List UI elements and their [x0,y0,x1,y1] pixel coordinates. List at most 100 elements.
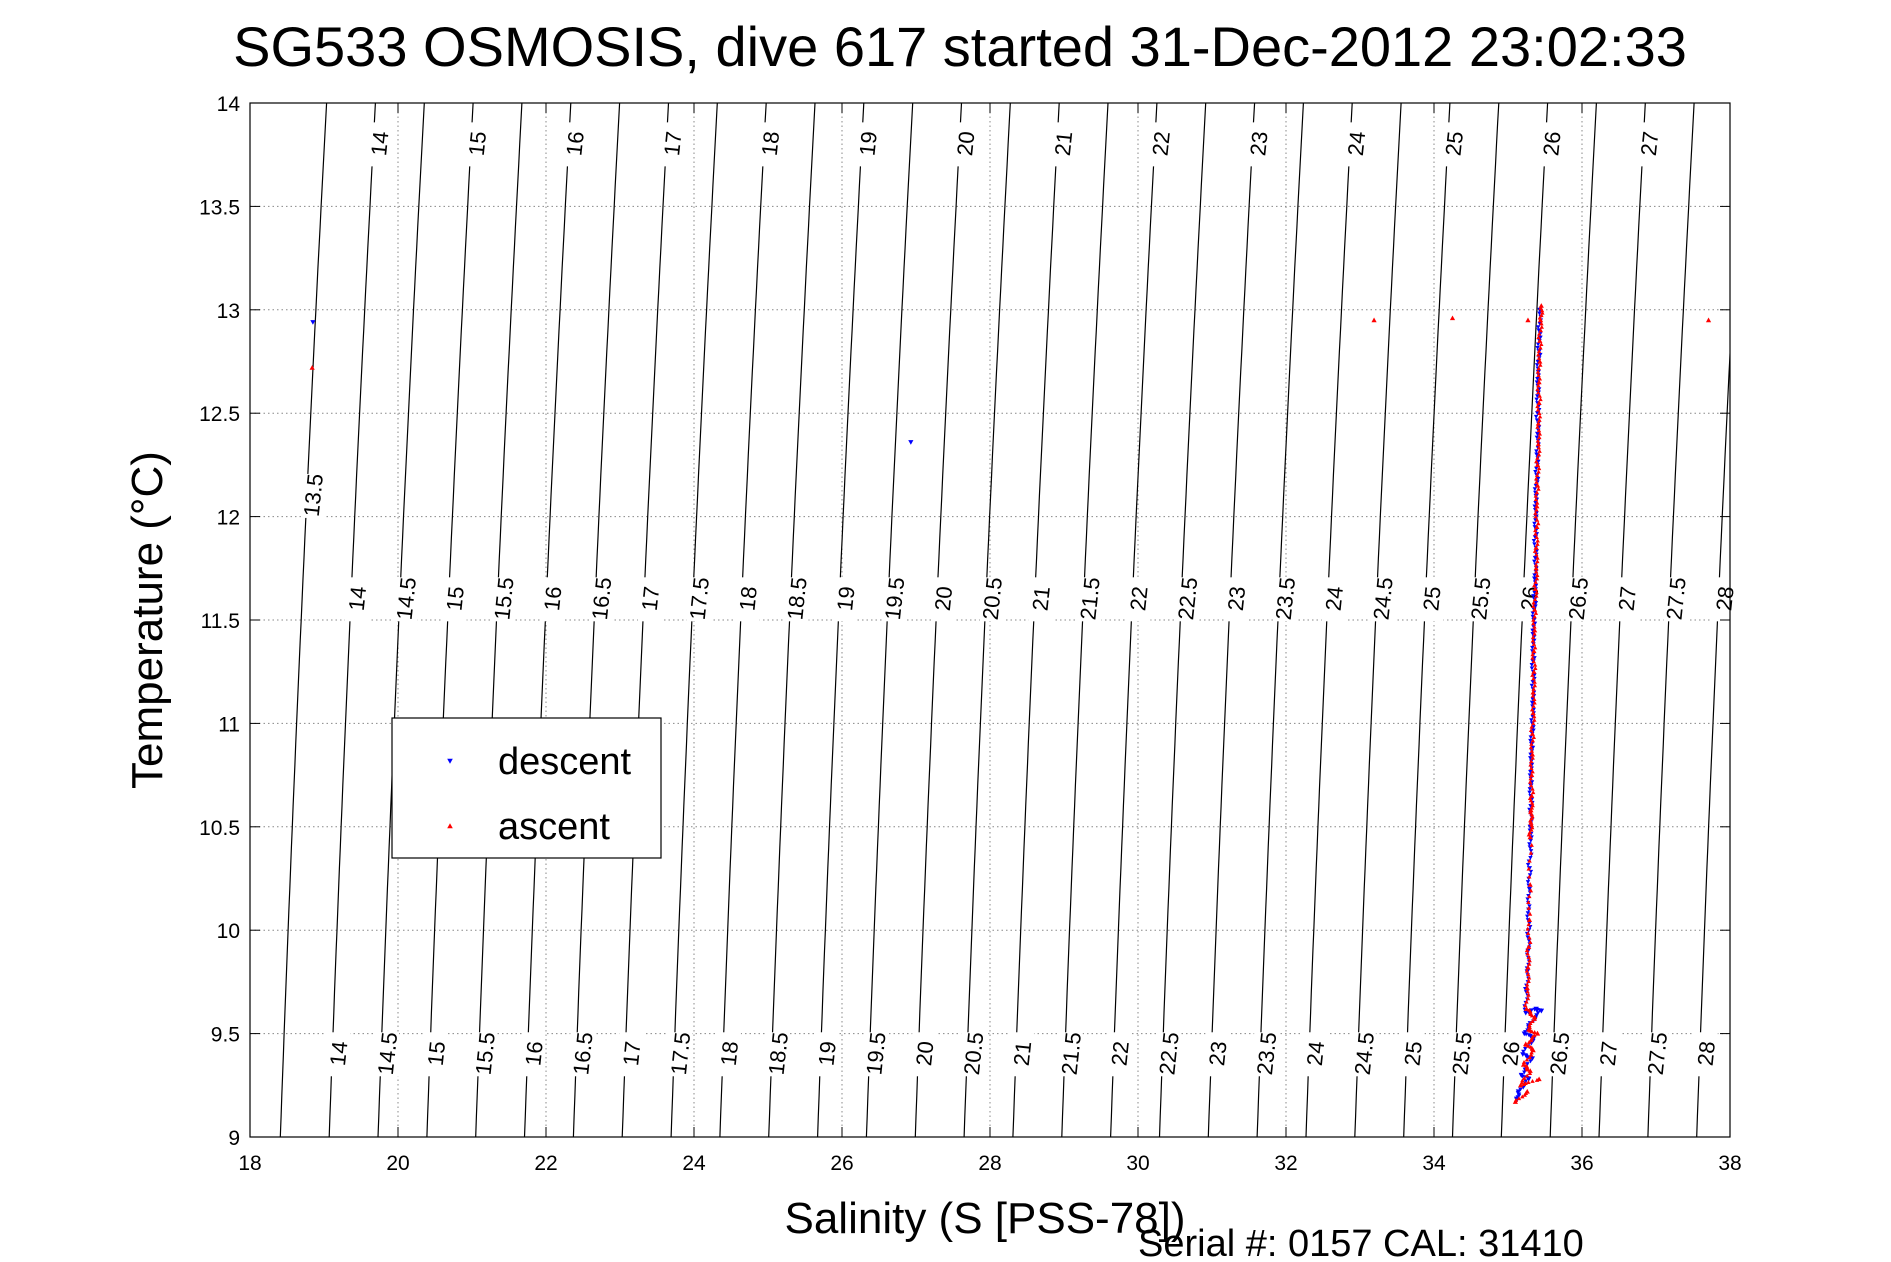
contour-label: 14 [366,130,393,157]
ascent-point [1516,1096,1522,1101]
contour-label-bg [1644,1032,1669,1077]
ascent-point [1536,466,1542,471]
ascent-point [1531,617,1536,622]
ascent-point [1533,528,1538,533]
ascent-point [1531,714,1537,719]
descent-point [1529,1008,1534,1013]
ascent-point [1537,315,1543,320]
ascent-point [1530,738,1536,743]
contour-label: 24 [1321,585,1348,612]
ascent-point [1536,469,1541,474]
contour-label: 18 [716,1040,743,1067]
y-tick-label: 9 [228,1127,240,1150]
contour-label-bg [1449,1032,1474,1077]
ascent-point [1536,352,1541,357]
descent-point [1528,735,1533,740]
contour-label-bg [472,1032,497,1077]
ascent-point [1536,521,1541,526]
descent-point [1535,394,1540,399]
contour-label-bg [814,1032,839,1077]
contour-label-bg [423,1032,448,1077]
ascent-point [1535,407,1541,412]
ascent-point [1536,383,1541,388]
ascent-point [1532,679,1537,684]
ascent-point [1533,579,1538,584]
ascent-point [1529,751,1536,757]
ascent-point [1536,355,1542,360]
ascent-point [1536,452,1542,457]
ascent-point [1535,541,1540,546]
ascent-point [1531,703,1536,708]
descent-point [1532,504,1537,509]
contour-label-bg [491,577,516,622]
contour-label-bg [326,1032,351,1077]
descent-point [1534,380,1540,385]
ascent-point [1529,1029,1535,1034]
descent-point [1527,842,1532,847]
descent-point [1521,1049,1526,1054]
contour-label-bg [619,1032,644,1077]
contour-label-bg [1246,122,1271,167]
contour-label: 14.5 [392,576,421,621]
ascent-point [1531,641,1537,646]
contour-label: 21 [1028,585,1055,612]
serial-cal-footer: Serial #: 0157 CAL: 31410 [1138,1223,1584,1262]
descent-point [1528,738,1533,743]
ascent-point [1533,514,1538,519]
ascent-point [1527,1055,1532,1060]
ascent-point [1536,348,1542,353]
ascent-point [1527,834,1533,840]
descent-point [1535,431,1541,437]
ascent-point [1529,731,1536,736]
contour-label: 25 [1418,585,1445,612]
ascent-point [1531,734,1537,739]
ascent-point [1527,958,1532,963]
ascent-point [1537,317,1544,323]
ascent-point [1535,559,1540,564]
contour-label: 17.5 [685,576,714,621]
ascent-point [1537,358,1543,364]
ascent-point [1536,428,1542,433]
ascent-point [1534,459,1539,464]
contour-label-bg [521,1032,546,1077]
ascent-point [1530,652,1535,657]
ascent-point [1528,783,1534,788]
contour-label: 25 [1400,1040,1427,1067]
contour-label: 16.5 [587,576,616,621]
ascent-point [1530,635,1536,639]
ascent-point [1527,882,1533,887]
ascent-point [1529,1052,1534,1057]
contour-label: 28 [1693,1040,1720,1067]
contour-label-bg [1077,577,1102,622]
descent-point [1522,1070,1527,1075]
density-contour [279,103,328,1137]
ascent-point [1528,807,1534,813]
ascent-point [1529,827,1534,832]
ascent-point [1536,373,1541,378]
contour-label: 26.5 [1564,576,1593,621]
contour-label: 23.5 [1271,576,1300,621]
x-tick-label: 30 [1126,1152,1149,1175]
ascent-point [1528,940,1533,945]
ascent-point [1527,911,1533,916]
contour-label: 14 [325,1040,352,1067]
ascent-point [1531,600,1536,605]
contour-label: 25.5 [1447,1031,1476,1076]
contour-label: 19 [813,1040,840,1067]
ascent-point [1535,538,1540,543]
contour-label-bg [1009,1032,1034,1077]
descent-point [1534,452,1540,458]
contour-label-bg [1351,1032,1376,1077]
ascent-point [1705,317,1712,323]
ascent-point [1533,666,1538,671]
contour-label: 27 [1636,130,1663,157]
ascent-point [1523,1081,1528,1085]
contour-label-bg [882,577,907,622]
contour-label-bg [1498,1032,1523,1077]
ascent-point [1521,1060,1527,1064]
contour-label-bg [686,577,711,622]
contour-label-bg [1565,577,1590,622]
descent-point [1536,325,1541,330]
contour-label: 28 [1711,585,1738,612]
ascent-point [1527,1068,1533,1073]
